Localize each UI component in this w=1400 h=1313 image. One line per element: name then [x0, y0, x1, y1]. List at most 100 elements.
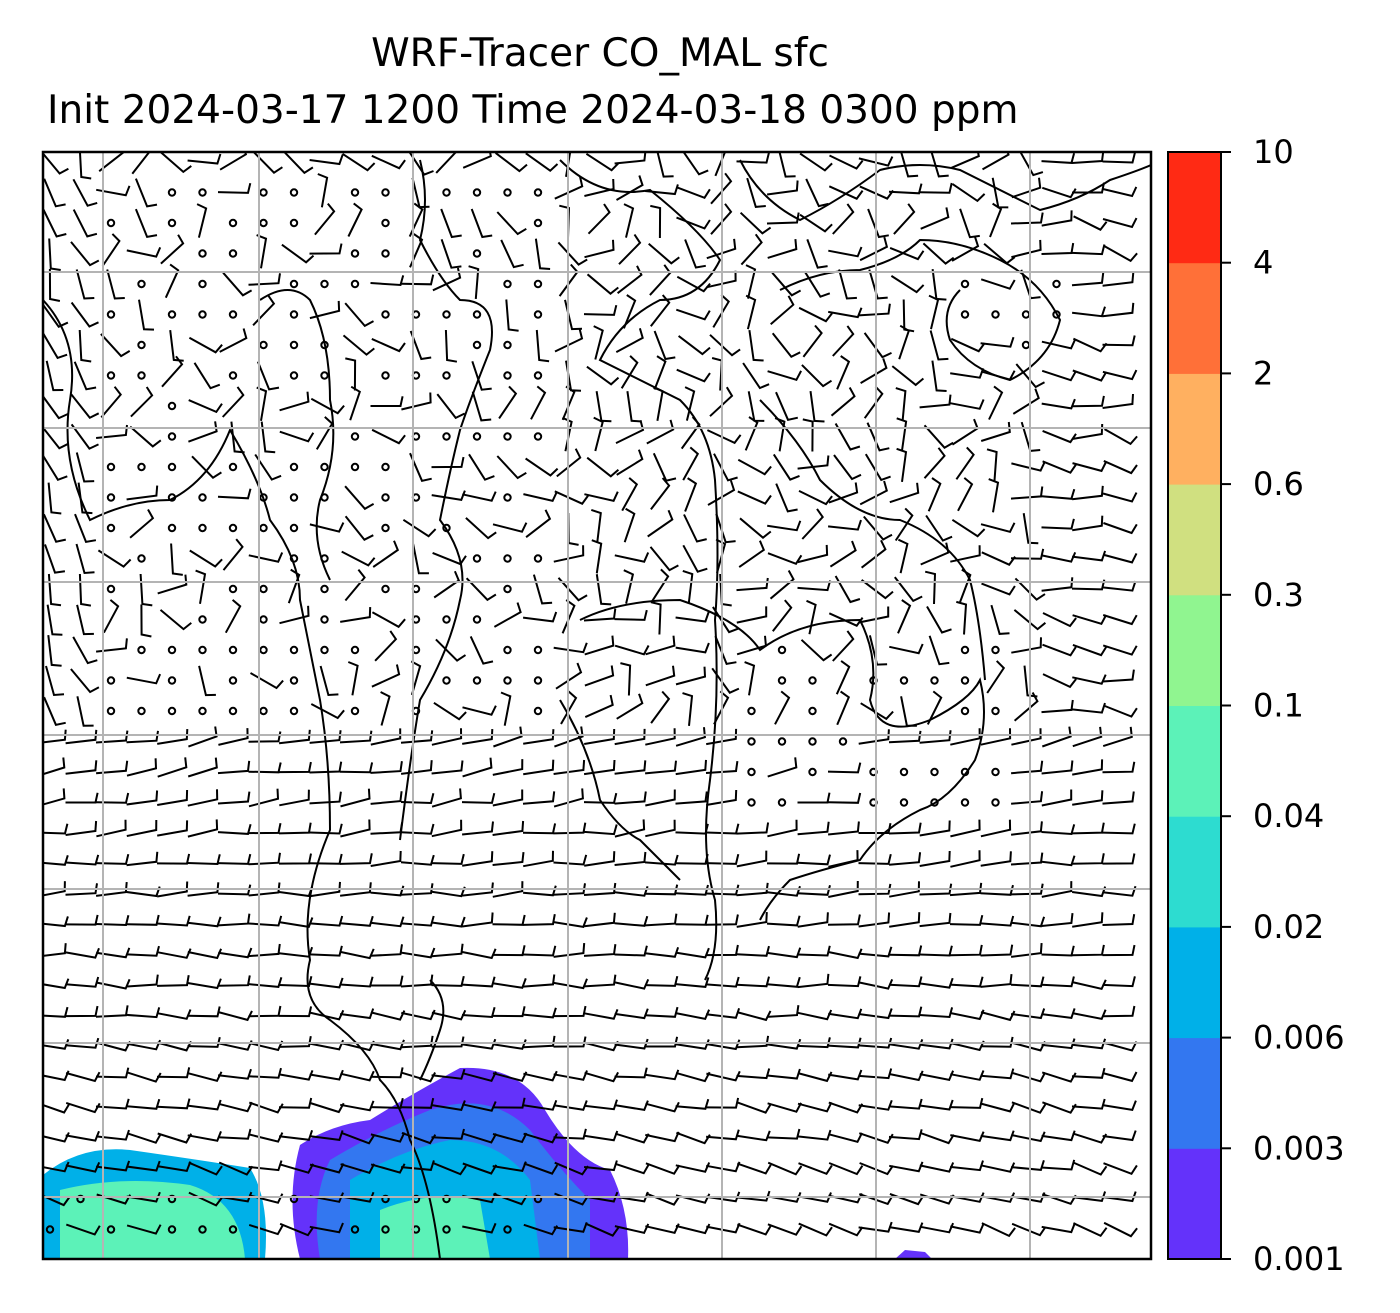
wind-barb [676, 368, 711, 383]
wind-barb [433, 701, 467, 721]
wind-barb [217, 913, 251, 927]
wind-barb [340, 788, 371, 808]
wind-barb [1102, 976, 1136, 988]
wind-barb [43, 729, 67, 744]
wind-barb [555, 662, 583, 690]
wind-barb [586, 456, 620, 478]
wind-barb [370, 975, 404, 987]
calm-wind-marker [228, 218, 238, 228]
wind-barb [349, 385, 362, 421]
wind-barb [309, 154, 344, 166]
wind-barb [1104, 428, 1138, 446]
wind-barb [126, 851, 159, 867]
calm-wind-marker [350, 188, 360, 197]
wind-barb [217, 884, 252, 896]
wind-barb [675, 853, 709, 865]
wind-barb [1071, 1067, 1106, 1079]
wind-barb [647, 509, 674, 538]
wind-barb [315, 416, 334, 450]
wind-barb [797, 945, 831, 957]
calm-wind-marker [106, 310, 116, 319]
wind-barb [278, 1129, 314, 1141]
wind-barb [1041, 210, 1073, 227]
wind-barb [160, 234, 185, 265]
wind-barb [614, 945, 648, 957]
wind-barb [78, 573, 92, 607]
wind-barb [462, 851, 494, 867]
wind-barb [522, 1035, 556, 1049]
wind-barb [706, 238, 737, 260]
wind-barb [525, 152, 559, 172]
wind-barb [462, 705, 497, 716]
wind-barb [1102, 335, 1136, 347]
wind-barb [1041, 726, 1072, 748]
calm-wind-marker [289, 645, 299, 655]
wind-barb [989, 202, 1003, 238]
wind-barb [492, 789, 524, 807]
calm-wind-marker [533, 706, 543, 716]
wind-barb [65, 976, 100, 988]
wind-barb [774, 690, 791, 725]
wind-barb [860, 702, 894, 721]
calm-wind-marker [76, 1194, 85, 1204]
wind-barb [1073, 215, 1108, 231]
wind-barb [43, 978, 70, 990]
calm-wind-marker [289, 279, 299, 289]
wind-barb [645, 1162, 681, 1175]
wind-barb [230, 421, 245, 454]
wind-barb [47, 573, 62, 607]
wind-barb [43, 331, 68, 360]
wind-barb [980, 1162, 1016, 1173]
wind-barb [834, 575, 861, 604]
wind-barb [370, 1067, 404, 1079]
wind-barb [859, 236, 889, 262]
wind-barb [560, 690, 578, 725]
wind-barb [309, 300, 341, 320]
wind-barb [621, 477, 639, 512]
wind-barb [889, 852, 922, 866]
wind-barb [1102, 669, 1135, 683]
colorbar-swatch [1168, 926, 1221, 1039]
wind-barb [400, 974, 434, 988]
wind-barb [950, 1070, 985, 1081]
calm-wind-marker [503, 584, 512, 594]
wind-barb [919, 1162, 955, 1173]
wind-barb [314, 202, 336, 236]
wind-barb [593, 325, 604, 360]
wind-barb [126, 1224, 162, 1235]
wind-barb [889, 1222, 924, 1234]
wind-barb [139, 573, 153, 607]
calm-wind-marker [228, 371, 238, 380]
wind-barb [919, 883, 953, 896]
wind-barb [157, 789, 189, 806]
wind-barb [492, 978, 527, 989]
wind-barb [707, 480, 736, 506]
wind-barb [95, 1067, 130, 1079]
wind-barb [260, 421, 276, 454]
calm-wind-marker [899, 767, 909, 777]
wind-barb [859, 185, 894, 200]
wind-barb [43, 855, 69, 866]
wind-barb [554, 176, 584, 200]
wind-barb [126, 485, 159, 501]
wind-barb [553, 788, 584, 808]
wind-barb [74, 513, 97, 544]
wind-barb [48, 238, 61, 271]
wind-barb [1071, 1098, 1106, 1110]
wind-barb [157, 1161, 192, 1173]
wind-barb [462, 729, 494, 745]
wind-barb [130, 386, 154, 418]
wind-barb [431, 1036, 465, 1048]
wind-barb [1071, 1191, 1107, 1202]
wind-barb [797, 1101, 833, 1113]
wind-barb [48, 268, 61, 302]
wind-barb [1041, 1008, 1076, 1019]
wind-barb [340, 1131, 376, 1145]
wind-barb [682, 152, 709, 176]
wind-barb [805, 178, 829, 208]
wind-barb [70, 668, 100, 694]
colorbar-tick-label: 10 [1253, 133, 1294, 171]
wind-barb [798, 490, 833, 506]
wind-barb [858, 912, 891, 928]
wind-barb [744, 661, 756, 696]
